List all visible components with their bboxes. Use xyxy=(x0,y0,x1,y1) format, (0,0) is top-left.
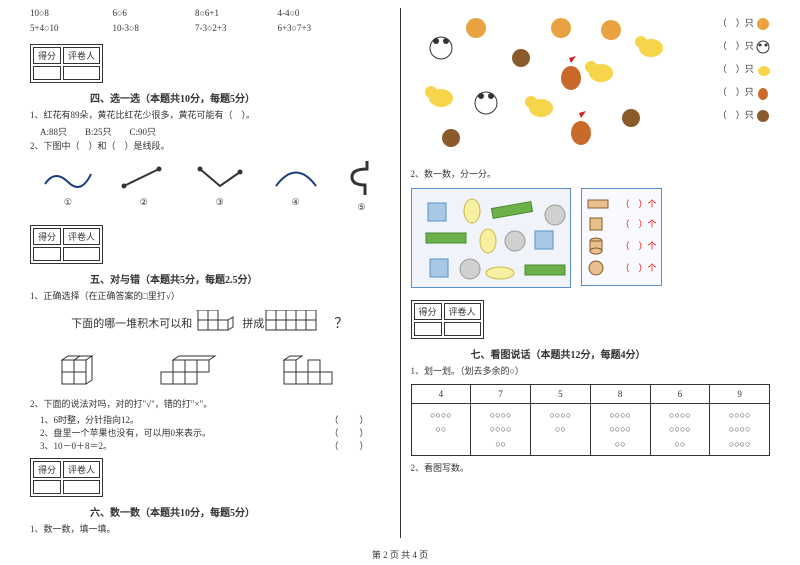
block-question-row: 下面的哪一堆积木可以和 拼成 ？ xyxy=(30,310,390,336)
cmp: 6+3○7+3 xyxy=(278,23,358,33)
shapes-collection-icon xyxy=(420,197,570,287)
animals-illustration xyxy=(411,8,671,158)
cmp: 4-4○0 xyxy=(278,8,358,18)
score-label: 得分 xyxy=(33,47,61,64)
count-duck: （ ）只 xyxy=(718,62,770,77)
q5-text-b: 拼成 xyxy=(242,315,264,331)
shape-4: ④ xyxy=(271,164,321,208)
q4-1: 1、红花有89朵，黄花比红花少很多，黄花可能有（ ）。 xyxy=(30,109,390,123)
shape-3: ③ xyxy=(195,164,245,208)
th: 5 xyxy=(531,385,591,404)
comparison-row-2: 5+4○10 10-3○8 7-3○2+3 6+3○7+3 xyxy=(30,23,390,34)
q7-1: 1、划一划。（划去多余的○） xyxy=(411,365,771,379)
block-option-1-icon xyxy=(52,346,112,388)
cmp: 6○6 xyxy=(113,8,193,18)
cylinder-count: （ ）个 xyxy=(586,237,657,255)
section-4-title: 四、选一选（本题共10分，每题5分） xyxy=(90,90,390,105)
line-segment-icon xyxy=(119,164,169,192)
s5-2-3: 3、10－0＋8＝2。（ ） xyxy=(30,439,390,452)
section-6-title: 六、数一数（本题共10分，每题5分） xyxy=(90,504,390,519)
page-footer: 第 2 页 共 4 页 xyxy=(0,548,800,561)
sphere-count: （ ）个 xyxy=(586,259,657,277)
q5-1: 1、正确选择（在正确答案的□里打√） xyxy=(30,290,390,304)
shape-1: ① xyxy=(43,164,93,208)
score-table-7: 得分评卷人 xyxy=(411,300,484,339)
page-container: 10○8 6○6 8○6+1 4-4○0 5+4○10 10-3○8 7-3○2… xyxy=(20,8,780,538)
cmp: 8○6+1 xyxy=(195,8,275,18)
count-bear: （ ）只 xyxy=(718,16,770,31)
shapes-count-list: （ ）个 （ ）个 （ ）个 （ ）个 xyxy=(581,188,662,286)
count-panda: （ ）只 xyxy=(718,39,770,54)
q4-2: 2、下图中（ ）和（ ）是线段。 xyxy=(30,140,390,154)
cube-count: （ ）个 xyxy=(586,215,657,233)
blocks-target-2-icon xyxy=(264,310,334,336)
q5-2: 2、下面的说法对吗，对的打"√"，错的打"×"。 xyxy=(30,398,390,412)
cmp: 10-3○8 xyxy=(113,23,193,33)
squiggle-icon xyxy=(347,159,377,197)
right-column: （ ）只 （ ）只 （ ）只 （ ）只 （ ）只 2、数一数，分一分。 xyxy=(401,8,781,538)
q5-text-a: 下面的哪一堆积木可以和 xyxy=(71,315,192,331)
count-rooster: （ ）只 xyxy=(718,85,770,100)
th: 4 xyxy=(411,385,471,404)
grader-label: 评卷人 xyxy=(63,47,100,64)
s5-2-1: 1、6时整，分针指向12。（ ） xyxy=(30,413,390,426)
th: 7 xyxy=(471,385,531,404)
s5-2-2: 2、盘里一个苹果也没有，可以用0来表示。（ ） xyxy=(30,426,390,439)
animal-counts-list: （ ）只 （ ）只 （ ）只 （ ）只 （ ）只 xyxy=(718,8,770,131)
block-options-row xyxy=(30,346,390,388)
animals-area: （ ）只 （ ）只 （ ）只 （ ）只 （ ）只 xyxy=(411,8,771,158)
table-row: ○○○○ ○○ ○○○○ ○○○○ ○○ ○○○○ ○○ ○○○○ ○○○○ ○… xyxy=(411,404,770,456)
table-header-row: 4 7 5 8 6 9 xyxy=(411,385,770,404)
score-table-6: 得分评卷人 xyxy=(30,458,103,497)
cmp: 7-3○2+3 xyxy=(195,23,275,33)
section-7-title: 七、看图说话（本题共12分，每题4分） xyxy=(471,346,771,361)
shape-5: ⑤ xyxy=(347,159,377,213)
block-option-2-icon xyxy=(155,346,235,388)
arc-icon xyxy=(271,164,321,192)
th: 9 xyxy=(710,385,770,404)
block-option-3-icon xyxy=(278,346,368,388)
shapes-display xyxy=(411,188,571,288)
q7-2: 2、看图写数。 xyxy=(411,462,771,476)
cmp: 5+4○10 xyxy=(30,23,110,33)
shape-2: ② xyxy=(119,164,169,208)
th: 6 xyxy=(650,385,710,404)
q4-1-opts: A:88只 B:25只 C:90只 xyxy=(40,125,390,138)
q6-1: 1、数一数，填一填。 xyxy=(30,523,390,537)
circles-table: 4 7 5 8 6 9 ○○○○ ○○ ○○○○ ○○○○ ○○ ○○○○ xyxy=(411,384,771,456)
cuboid-count: （ ）个 xyxy=(586,197,657,211)
q6-2: 2、数一数，分一分。 xyxy=(411,168,771,182)
count-monkey: （ ）只 xyxy=(718,108,770,123)
score-table-5: 得分评卷人 xyxy=(30,225,103,264)
cmp: 10○8 xyxy=(30,8,110,18)
comparison-row-1: 10○8 6○6 8○6+1 4-4○0 xyxy=(30,8,390,19)
section-5-title: 五、对与错（本题共5分，每题2.5分） xyxy=(90,271,390,286)
left-column: 10○8 6○6 8○6+1 4-4○0 5+4○10 10-3○8 7-3○2… xyxy=(20,8,401,538)
wavy-line-icon xyxy=(43,164,93,192)
q5-text-c: ？ xyxy=(334,313,348,333)
line-shapes-row: ① ② ③ ④ ⑤ xyxy=(30,161,390,211)
th: 8 xyxy=(590,385,650,404)
shapes-counting-box: （ ）个 （ ）个 （ ）个 （ ）个 xyxy=(411,188,771,288)
score-table-4: 得分评卷人 xyxy=(30,44,103,83)
blocks-target-1-icon xyxy=(192,310,242,336)
angle-icon xyxy=(195,164,245,192)
